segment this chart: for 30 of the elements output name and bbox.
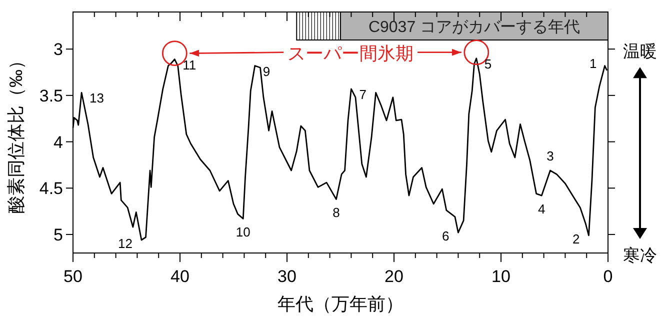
annotation: 1	[590, 56, 597, 71]
x-tick-label: 10	[492, 267, 510, 286]
annotation: 9	[262, 64, 270, 79]
annotation: 11	[182, 57, 196, 72]
annotation: 10	[236, 224, 250, 240]
x-tick-label: 0	[603, 267, 613, 286]
y-tick-label: 3	[54, 40, 63, 60]
y-tick-label: 4	[54, 132, 63, 152]
text: 寒冷	[623, 246, 657, 265]
annotation: 2	[572, 231, 580, 246]
x-tick-label: 40	[170, 267, 190, 286]
text: 温暖	[623, 42, 657, 62]
annotation: 8	[332, 205, 340, 220]
annotation: スーパー間氷期	[288, 43, 414, 64]
band-label: C9037 コアがカバーする年代	[368, 19, 580, 36]
annotation: 7	[359, 86, 366, 102]
annotation: 3	[546, 148, 554, 164]
annotation: 12	[118, 236, 132, 252]
y-tick-label: 5	[54, 225, 63, 244]
x-tick-label: 50	[64, 267, 82, 286]
annotation: 6	[442, 228, 450, 244]
x-tick-label: 20	[384, 267, 404, 286]
x-axis-title: 年代（万年前）	[278, 294, 404, 314]
y-tick-label: 4.5	[39, 179, 63, 198]
y-axis-title: 酸素同位体比（‰）	[6, 52, 26, 214]
x-tick-label: 30	[278, 267, 296, 286]
annotation: 5	[484, 56, 492, 72]
annotation: 13	[90, 90, 104, 106]
annotation: 4	[538, 202, 546, 217]
y-tick-label: 3.5	[39, 86, 63, 106]
